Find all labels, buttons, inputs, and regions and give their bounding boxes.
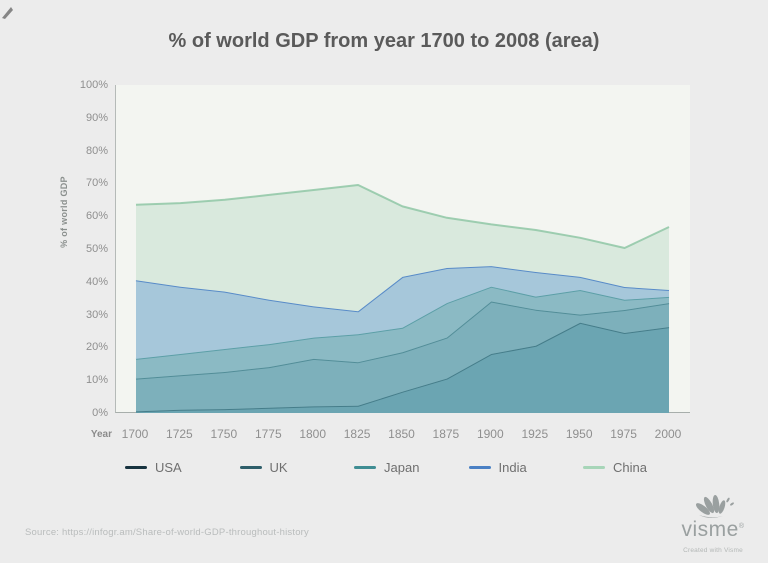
legend-label: India xyxy=(498,459,527,475)
x-tick-label: 1775 xyxy=(254,427,282,441)
y-tick-label: 40% xyxy=(85,275,108,288)
x-tick-label: 1750 xyxy=(210,427,238,441)
chart-title: % of world GDP from year 1700 to 2008 (a… xyxy=(168,30,600,52)
x-tick-label: 1975 xyxy=(610,427,637,441)
corner-pen-mark xyxy=(2,7,13,19)
legend-label: USA xyxy=(155,459,182,475)
y-tick-label: 50% xyxy=(85,243,108,255)
plot-area xyxy=(115,85,690,413)
x-tick-label: 1925 xyxy=(521,427,549,441)
x-tick-label: 1875 xyxy=(432,427,460,441)
x-tick-label: 1700 xyxy=(121,427,149,441)
legend-item-china[interactable]: China xyxy=(583,459,647,475)
x-tick-label: 1900 xyxy=(476,427,504,441)
visme-tagline: Created with Visme xyxy=(683,547,743,554)
y-tick-label: 60% xyxy=(85,210,108,223)
source-link[interactable]: Source: https://infogr.am/Share-of-world… xyxy=(25,527,309,538)
x-tick-label: 1725 xyxy=(166,427,193,441)
y-tick-label: 80% xyxy=(85,144,108,157)
y-tick-label: 0% xyxy=(92,407,108,419)
registered-mark: ® xyxy=(738,523,745,530)
x-tick-label: 2000 xyxy=(654,427,682,441)
legend-swatch xyxy=(354,465,376,469)
visme-wordmark: visme® xyxy=(681,518,745,541)
y-tick-label: 10% xyxy=(85,374,108,387)
x-tick-label: 1950 xyxy=(565,427,593,441)
area-band-japan xyxy=(136,286,669,379)
legend-item-usa[interactable]: USA xyxy=(125,459,182,475)
y-tick-label: 20% xyxy=(85,341,108,354)
legend-item-japan[interactable]: Japan xyxy=(354,459,419,475)
legend-item-india[interactable]: India xyxy=(468,459,527,475)
legend-swatch xyxy=(583,465,605,469)
x-tick-label: 1825 xyxy=(343,427,371,441)
area-band-india xyxy=(136,266,669,359)
legend-label: UK xyxy=(269,459,288,475)
legend-label: Japan xyxy=(384,459,420,475)
visme-logo[interactable]: visme® Created with Visme xyxy=(668,494,758,554)
x-tick-label: 1800 xyxy=(299,427,327,441)
y-tick-label: 100% xyxy=(79,79,108,91)
visme-hedgehog-icon xyxy=(696,495,734,518)
x-tick-label: 1850 xyxy=(388,427,415,441)
y-tick-label: 30% xyxy=(85,308,108,321)
y-tick-label: 70% xyxy=(85,177,108,190)
legend-item-uk[interactable]: UK xyxy=(239,459,288,475)
stacked-area-svg xyxy=(135,184,670,413)
x-axis-title: Year xyxy=(90,429,112,440)
area-band-china xyxy=(136,185,669,312)
y-tick-label: 90% xyxy=(85,111,108,124)
area-band-uk xyxy=(136,301,669,412)
legend-swatch xyxy=(125,465,147,469)
area-band-usa xyxy=(136,322,669,413)
series-line-china xyxy=(135,184,670,249)
legend-swatch xyxy=(468,465,491,469)
legend-label: China xyxy=(613,459,647,475)
legend-swatch xyxy=(239,465,262,469)
